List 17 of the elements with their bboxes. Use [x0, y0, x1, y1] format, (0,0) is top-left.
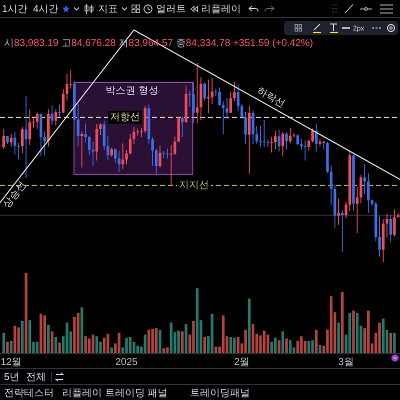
ref-line-label: 저항선: [110, 112, 140, 123]
x-tick-label: 3월: [338, 357, 354, 368]
text: 5년: [4, 372, 20, 383]
x-tick-label: 2월: [234, 357, 250, 368]
text: 트레이딩패널: [190, 388, 250, 399]
text: 리플레이: [201, 4, 241, 15]
text: 전략테스터: [4, 388, 54, 399]
text: 4시간: [33, 4, 59, 15]
text: 전체: [26, 372, 46, 383]
text: 1시간: [2, 4, 28, 15]
text: 얼러트: [156, 4, 186, 15]
ref-line-label: 지지선: [179, 180, 209, 191]
text: 리플레이 트레이딩 패널: [62, 388, 168, 399]
annotation: 박스권 형성: [106, 86, 158, 96]
x-tick-label: 2025: [115, 357, 138, 368]
x-tick-label: 12월: [0, 357, 22, 368]
text: 지표: [98, 4, 118, 15]
